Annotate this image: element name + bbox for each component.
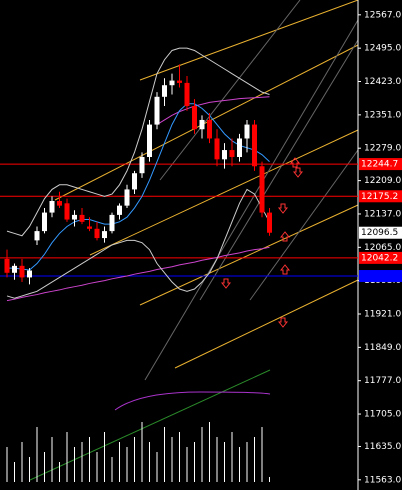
candle-body (19, 265, 25, 278)
drawings (29, 0, 359, 481)
indicator-line (6, 246, 270, 302)
candle-body (34, 231, 40, 241)
indicator-line (156, 96, 270, 126)
candle-body (252, 124, 257, 167)
indicator-line (29, 369, 271, 481)
y-tick-label: 12137.0 (364, 209, 401, 219)
arrow-down (277, 317, 289, 328)
y-tick-label: 11777.0 (364, 376, 401, 386)
y-tick-label: 12495.0 (364, 44, 401, 54)
candle-body (192, 106, 197, 130)
candle-body (102, 231, 107, 239)
fan-line (159, 0, 301, 181)
candle-body (4, 258, 10, 273)
candle-body (237, 138, 242, 158)
indicator-line (114, 391, 271, 411)
channel-line (139, 0, 359, 81)
arrows (220, 157, 304, 328)
candle-body (259, 166, 265, 213)
arrow-up (279, 264, 291, 275)
candle-body (117, 205, 122, 215)
candle-body (42, 212, 47, 232)
channel-line (89, 129, 359, 256)
y-tick-label: 12351.0 (364, 110, 401, 120)
candle-body (87, 226, 92, 229)
candle-body (177, 80, 182, 83)
y-tick-label: 11849.0 (364, 343, 401, 353)
price-label: 12244.7 (361, 160, 398, 170)
candle-body (124, 189, 130, 206)
channel-line (54, 44, 359, 201)
price-label-box (359, 158, 402, 171)
y-tick-label: 11563.0 (364, 475, 401, 485)
price-label-box (359, 251, 402, 264)
candle-body (12, 265, 17, 273)
candle-body (162, 85, 167, 97)
candle-body (154, 96, 160, 125)
candle-body (139, 157, 145, 174)
candle-body (109, 214, 115, 232)
channel-line (139, 204, 359, 306)
price-label: 12175.2 (361, 192, 398, 202)
candle-body (49, 201, 55, 213)
candle-body (267, 212, 272, 233)
candle-body (244, 124, 250, 139)
arrow-down (292, 167, 304, 178)
candle-body (169, 80, 175, 86)
price-label-box (359, 270, 402, 283)
indicator-line (6, 47, 270, 237)
y-tick-label: 12065.0 (364, 243, 401, 253)
candle-body (199, 119, 205, 130)
price-label-box (359, 190, 402, 203)
candle-body (57, 201, 62, 206)
y-tick-label: 11705.0 (364, 410, 401, 420)
fan-line (144, 19, 359, 381)
candle-body (229, 150, 235, 158)
arrow-down (277, 203, 289, 214)
fan-line (249, 149, 359, 301)
candle-body (132, 173, 137, 190)
y-tick-label: 12209.0 (364, 176, 401, 186)
arrow-up (279, 231, 291, 242)
candle-body (72, 214, 77, 220)
candle-body (79, 214, 85, 222)
candle-body (94, 228, 100, 239)
y-tick-label: 12567.0 (364, 10, 401, 20)
candle-body (27, 270, 32, 278)
indicator-line (6, 188, 270, 299)
price-label: 12042.2 (361, 253, 398, 263)
y-tick-label: 11635.0 (364, 442, 401, 452)
y-tick-label: 12423.0 (364, 77, 401, 87)
price-label-box (359, 226, 402, 239)
arrow-down (220, 278, 232, 289)
candle-body (184, 82, 190, 107)
candle-body (147, 124, 152, 158)
y-tick-label: 12279.0 (364, 144, 401, 154)
channel-line (174, 279, 359, 369)
candle-body (214, 138, 220, 160)
price-label: 12096.5 (361, 228, 398, 238)
candle-body (64, 203, 70, 220)
candle-body (222, 150, 227, 160)
y-tick-label: 11921.0 (364, 310, 401, 320)
indicator-line (7, 103, 270, 271)
candle-body (207, 119, 212, 139)
fan-line (199, 39, 359, 301)
